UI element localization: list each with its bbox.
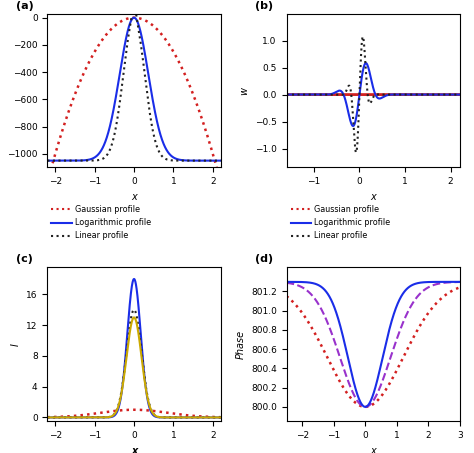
- Y-axis label: v: v: [0, 87, 1, 93]
- Legend: Gaussian profile, Logarithmic profile, Linear profile: Gaussian profile, Logarithmic profile, L…: [51, 205, 151, 241]
- Text: (a): (a): [16, 0, 34, 10]
- Legend: Gaussian profile, Logarithmic profile, Linear profile: Gaussian profile, Logarithmic profile, L…: [291, 205, 390, 241]
- X-axis label: x: x: [131, 446, 137, 453]
- Y-axis label: w: w: [239, 87, 249, 95]
- Text: (b): (b): [255, 0, 273, 10]
- Text: (d): (d): [255, 255, 273, 265]
- Text: (c): (c): [16, 255, 33, 265]
- X-axis label: x: x: [131, 192, 137, 202]
- X-axis label: x: x: [370, 446, 376, 453]
- Y-axis label: I: I: [10, 343, 21, 346]
- Y-axis label: Phase: Phase: [236, 330, 246, 359]
- X-axis label: x: x: [370, 192, 376, 202]
